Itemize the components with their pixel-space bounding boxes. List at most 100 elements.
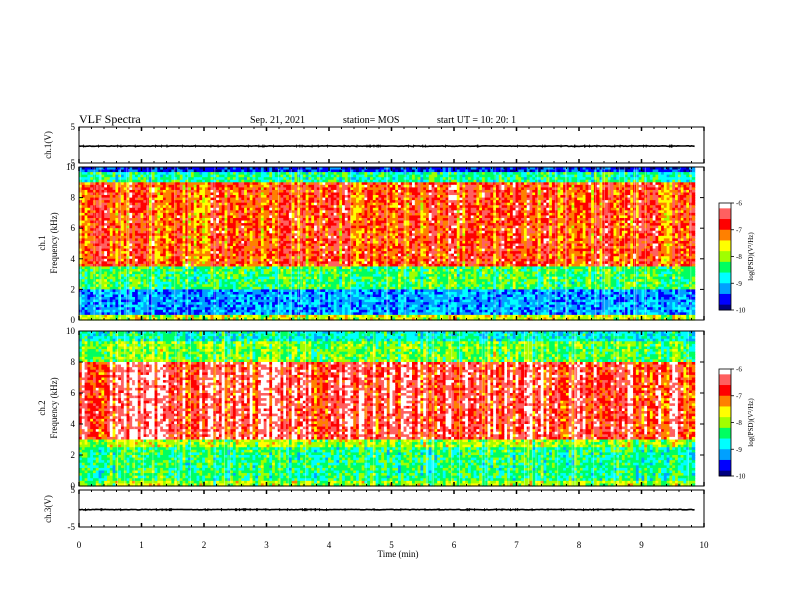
spectrogram-cell — [465, 179, 469, 183]
spectrogram-cell — [95, 200, 100, 204]
spectrogram-cell — [532, 169, 536, 173]
spectrogram-cell — [286, 192, 290, 196]
spectrogram-cell — [288, 192, 293, 196]
spectrogram-cell — [157, 195, 161, 199]
spectrogram-cell — [392, 179, 396, 183]
spectrogram-cell — [112, 187, 116, 191]
spectrogram-cell — [353, 200, 357, 204]
spectrogram-cell — [143, 169, 147, 173]
spectrogram-cell — [84, 192, 88, 196]
spectrogram-cell — [512, 174, 517, 178]
spectrogram-cell — [582, 174, 587, 178]
spectrogram-cell — [342, 172, 346, 176]
spectrogram-cell — [484, 200, 489, 204]
spectrogram-cell — [90, 192, 94, 196]
spectrogram-cell — [596, 192, 601, 196]
spectrogram-cell — [168, 172, 172, 176]
spectrogram-cell — [372, 192, 377, 196]
spectrogram-cell — [79, 184, 83, 188]
spectrogram-cell — [649, 192, 654, 196]
spectrogram-cell — [361, 174, 366, 178]
spectrogram-cell — [342, 179, 346, 183]
spectrogram-cell — [244, 189, 248, 194]
spectrogram-cell — [224, 187, 228, 191]
spectrogram-cell — [210, 192, 214, 196]
spectrogram-cell — [207, 195, 212, 199]
spectrogram-cell — [658, 177, 662, 181]
spectrogram-cell — [171, 169, 175, 173]
spectrogram-cell — [470, 187, 475, 191]
spectrogram-cell — [300, 192, 304, 196]
spectrogram-cell — [619, 197, 623, 201]
spectrogram-cell — [490, 174, 494, 178]
spectrogram-cell — [364, 192, 368, 196]
spectrogram-cell — [137, 197, 142, 201]
spectrogram-cell — [190, 192, 195, 196]
spectrogram-cell — [314, 174, 318, 178]
spectrogram-cell — [185, 174, 189, 178]
spectrogram-cell — [190, 169, 195, 173]
spectrogram-cell — [425, 187, 430, 191]
spectrogram-cell — [235, 187, 240, 191]
spectrogram-cell — [523, 195, 528, 199]
spectrogram-cell — [143, 179, 147, 183]
spectrogram-cell — [246, 192, 251, 196]
spectrogram-cell — [134, 169, 139, 173]
spectrogram-cell — [255, 200, 259, 204]
spectrogram-cell — [347, 177, 352, 181]
spectrogram-cell — [297, 172, 301, 176]
spectrogram-cell — [280, 197, 284, 201]
spectrogram-cell — [423, 179, 427, 183]
station-label: station= MOS — [343, 115, 399, 126]
spectrogram-cell — [168, 177, 172, 181]
spectrogram-cell — [171, 192, 175, 196]
spectrogram-cell — [574, 174, 578, 178]
spectrogram-cell — [333, 200, 338, 204]
spectrogram-cell — [244, 192, 248, 196]
spectrogram-cell — [560, 200, 564, 204]
spectrogram-cell — [680, 167, 685, 171]
spectrogram-cell — [272, 184, 276, 188]
spectrogram-cell — [661, 189, 665, 194]
spectrogram-cell — [596, 195, 601, 199]
spectrogram-cell — [437, 195, 441, 199]
spectrogram-cell — [162, 167, 167, 171]
spectrogram-cell — [154, 174, 158, 178]
spectrogram-cell — [235, 179, 240, 183]
spectrogram-cell — [453, 182, 458, 186]
spectrogram-cell — [216, 200, 220, 204]
spectrogram-cell — [565, 195, 570, 199]
spectrogram-cell — [537, 197, 542, 201]
spectrogram-cell — [683, 167, 687, 171]
spectrogram-cell — [389, 172, 394, 176]
spectrogram-cell — [481, 195, 486, 199]
spectrogram-cell — [672, 197, 676, 201]
spectrogram-cell — [165, 200, 170, 204]
spectrogram-cell — [260, 179, 265, 183]
spectrogram-cell — [106, 184, 111, 188]
spectrogram-cell — [476, 174, 480, 178]
spectrogram-cell — [395, 184, 399, 188]
spectrogram-cell — [560, 197, 564, 201]
spectrogram-cell — [291, 189, 296, 194]
spectrogram-cell — [174, 195, 178, 199]
spectrogram-cell — [412, 177, 416, 181]
spectrogram-cell — [204, 169, 209, 173]
spectrogram-cell — [344, 182, 349, 186]
spectrogram-cell — [384, 192, 388, 196]
spectrogram-cell — [361, 195, 366, 199]
spectrogram-cell — [381, 192, 385, 196]
spectrogram-cell — [602, 179, 606, 183]
spectrogram-cell — [370, 200, 374, 204]
spectrogram-cell — [448, 169, 452, 173]
spectrogram-cell — [185, 187, 189, 191]
spectrogram-cell — [588, 177, 592, 181]
spectrogram-cell — [655, 197, 659, 201]
spectrogram-cell — [655, 172, 659, 176]
spectrogram-cell — [442, 184, 447, 188]
spectrogram-cell — [258, 197, 262, 201]
spectrogram-cell — [663, 182, 668, 186]
spectrogram-cell — [420, 187, 424, 191]
spectrogram-cell — [109, 172, 114, 176]
spectrogram-cell — [283, 167, 287, 171]
